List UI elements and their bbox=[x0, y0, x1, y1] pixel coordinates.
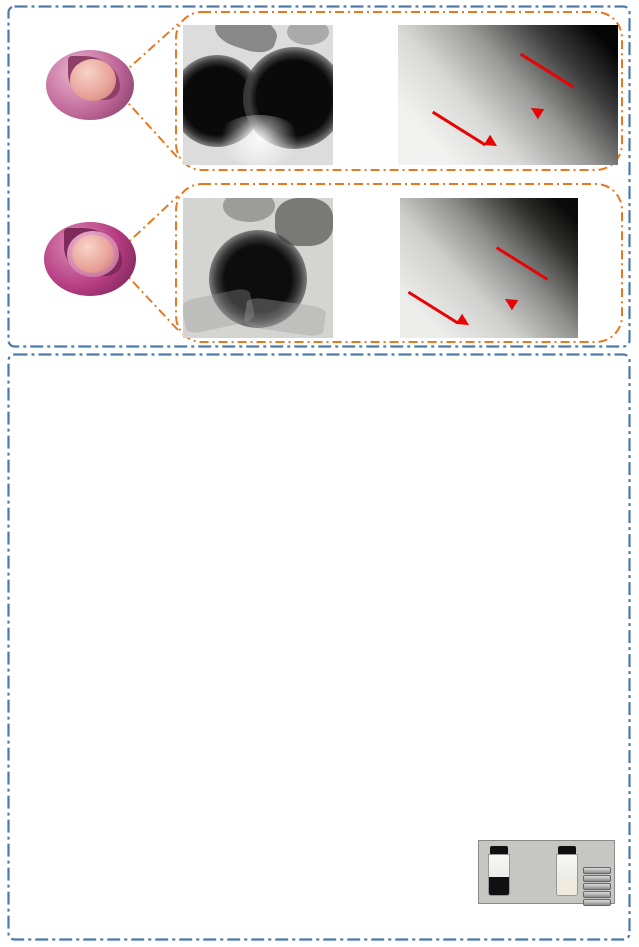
arrow-icon bbox=[501, 293, 519, 311]
magnetic-separation-photo bbox=[478, 840, 615, 907]
panel-e bbox=[14, 358, 320, 550]
tem-image-a bbox=[183, 25, 333, 165]
core-shell-schematic-2 bbox=[44, 222, 136, 296]
panel-f bbox=[320, 358, 626, 550]
light-halo bbox=[215, 115, 303, 165]
black-dispersion bbox=[489, 877, 509, 895]
arrow-icon bbox=[483, 134, 501, 152]
xrd-small-angle-chart bbox=[320, 358, 620, 508]
measure-line bbox=[431, 110, 487, 147]
panel-h bbox=[320, 551, 626, 743]
core-sphere bbox=[70, 59, 116, 101]
outer-border-bottom bbox=[7, 353, 631, 941]
gray-aggregate bbox=[275, 198, 333, 246]
vial-before bbox=[488, 846, 510, 896]
pore-size-inset-chart bbox=[68, 758, 368, 908]
tga-chart bbox=[320, 551, 620, 701]
gray-aggregate bbox=[287, 25, 329, 45]
vial-cap bbox=[490, 846, 508, 854]
core-sphere bbox=[72, 235, 114, 273]
outer-border-top bbox=[7, 5, 631, 348]
measure-line bbox=[407, 290, 459, 325]
cof-flake bbox=[243, 296, 327, 338]
ftir-chart bbox=[14, 551, 314, 701]
tem-image-c bbox=[183, 198, 333, 338]
vial-body bbox=[488, 854, 510, 896]
xrd-wide-chart bbox=[14, 358, 314, 508]
measure-line bbox=[519, 52, 575, 89]
core-shell-schematic-1 bbox=[46, 50, 134, 120]
clear-liquid bbox=[557, 879, 577, 895]
callout-line bbox=[119, 93, 179, 159]
gray-aggregate bbox=[223, 198, 275, 222]
vial-body bbox=[556, 854, 578, 896]
vial-cap bbox=[558, 846, 576, 854]
arrow-icon bbox=[527, 102, 545, 120]
dark-particle bbox=[209, 230, 307, 328]
tem-image-b bbox=[398, 25, 618, 165]
callout-line bbox=[119, 23, 179, 77]
magnet-stack bbox=[583, 867, 611, 907]
panel-g bbox=[14, 551, 320, 743]
tem-image-d bbox=[400, 198, 578, 338]
measure-line bbox=[495, 246, 549, 281]
callout-box-top bbox=[175, 11, 623, 171]
vial-after bbox=[556, 846, 578, 896]
callout-line bbox=[119, 267, 179, 331]
arrow-icon bbox=[455, 313, 473, 331]
panel-j bbox=[320, 744, 626, 936]
panel-i bbox=[14, 744, 368, 936]
callout-box-bottom bbox=[175, 183, 623, 343]
